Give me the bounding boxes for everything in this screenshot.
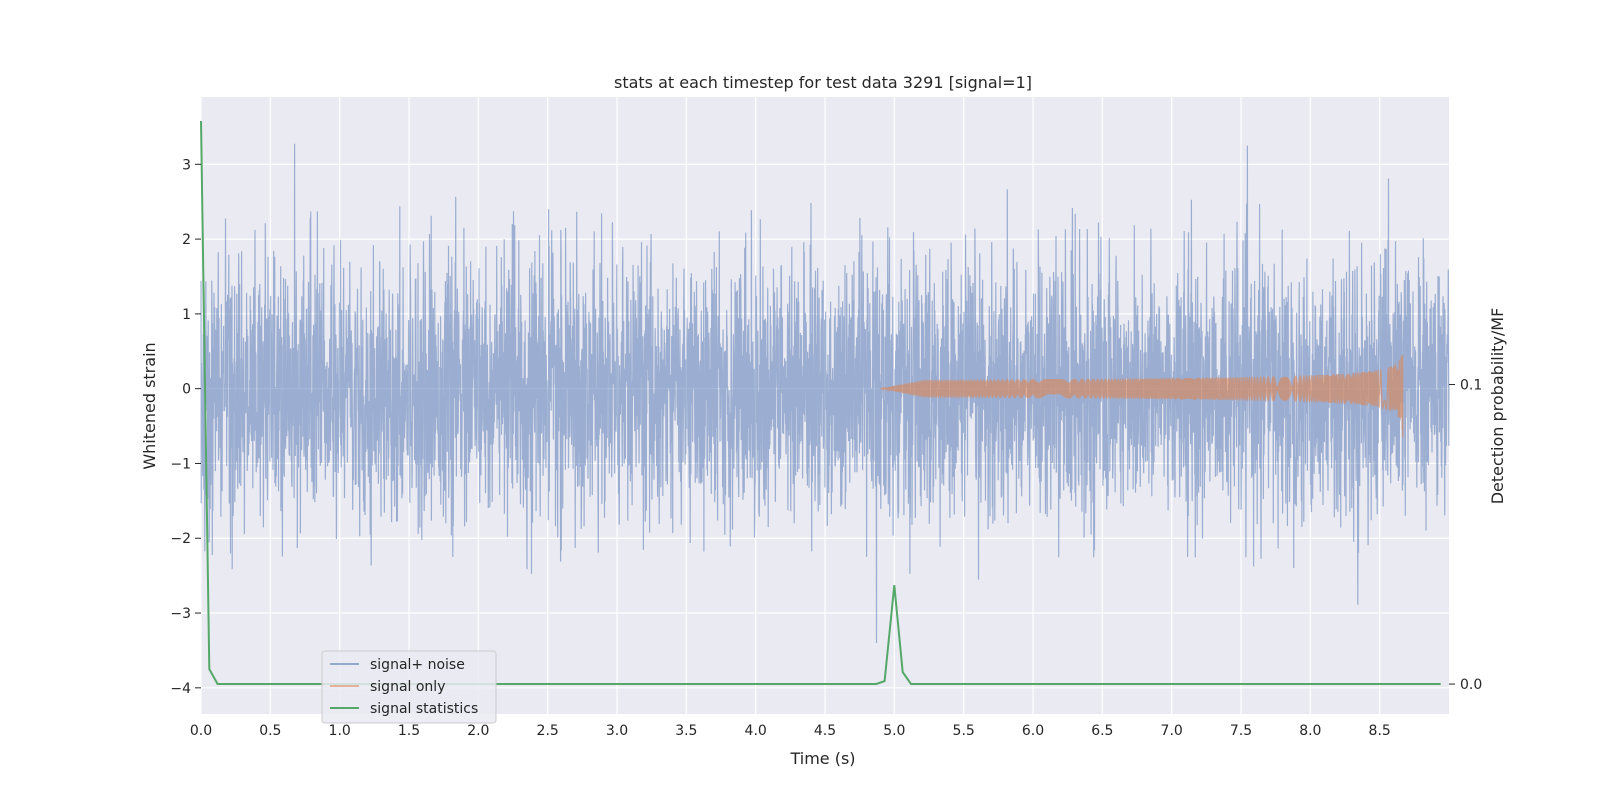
y-axis-ticks: 3 2 1 0 −1 −2 −3 −4: [170, 157, 201, 697]
y2-axis-ticks: 0.1 0.0: [1449, 378, 1482, 693]
y-tick-label: 3: [182, 157, 191, 173]
y-tick-label: 0: [182, 382, 191, 398]
chart-title: stats at each timestep for test data 329…: [614, 73, 1032, 92]
x-tick-label: 1.5: [398, 723, 420, 739]
y-tick-label: −3: [170, 606, 191, 622]
x-tick-label: 4.0: [745, 723, 767, 739]
x-tick-label: 1.0: [329, 723, 351, 739]
x-tick-label: 4.5: [814, 723, 836, 739]
x-tick-label: 6.5: [1091, 723, 1113, 739]
y-tick-label: −1: [170, 456, 191, 472]
legend-label-signal-only: signal only: [370, 679, 445, 695]
x-tick-label: 3.0: [606, 723, 628, 739]
x-tick-label: 7.5: [1230, 723, 1252, 739]
x-tick-label: 0.0: [190, 723, 212, 739]
y-tick-label: 1: [182, 307, 191, 323]
x-tick-label: 3.5: [675, 723, 697, 739]
x-tick-label: 7.0: [1161, 723, 1183, 739]
legend-label-signal-statistics: signal statistics: [370, 701, 478, 717]
x-axis-ticks: 0.0 0.5 1.0 1.5 2.0 2.5 3.0 3.5 4.0 4.5 5.0 5.5 6.0 6…: [190, 723, 1391, 739]
legend-box: [321, 650, 497, 724]
series-signal-statistics-line: [200, 120, 1441, 685]
x-tick-label: 5.5: [953, 723, 975, 739]
y-axis-label: Whitened strain: [140, 342, 159, 469]
y-tick-label: −2: [170, 531, 191, 547]
x-tick-label: 8.0: [1299, 723, 1321, 739]
legend-label-signal-noise: signal+ noise: [370, 657, 465, 673]
series-layer: [200, 120, 1450, 685]
x-tick-label: 6.0: [1022, 723, 1044, 739]
y2-tick-label: 0.1: [1460, 378, 1482, 394]
x-tick-label: 8.5: [1369, 723, 1391, 739]
x-tick-label: 2.0: [467, 723, 489, 739]
y-tick-label: −4: [170, 681, 191, 697]
x-tick-label: 0.5: [259, 723, 281, 739]
legend: signal+ noise signal only signal statist…: [321, 650, 497, 724]
series-signal-noise-line: [200, 143, 1450, 644]
y2-tick-label: 0.0: [1460, 677, 1482, 693]
x-tick-label: 5.0: [883, 723, 905, 739]
series-signal-only-line: [880, 354, 1404, 438]
x-tick-label: 2.5: [537, 723, 559, 739]
y2-axis-label: Detection probability/MF: [1488, 308, 1507, 505]
y-tick-label: 2: [182, 232, 191, 248]
x-axis-label: Time (s): [789, 749, 855, 768]
